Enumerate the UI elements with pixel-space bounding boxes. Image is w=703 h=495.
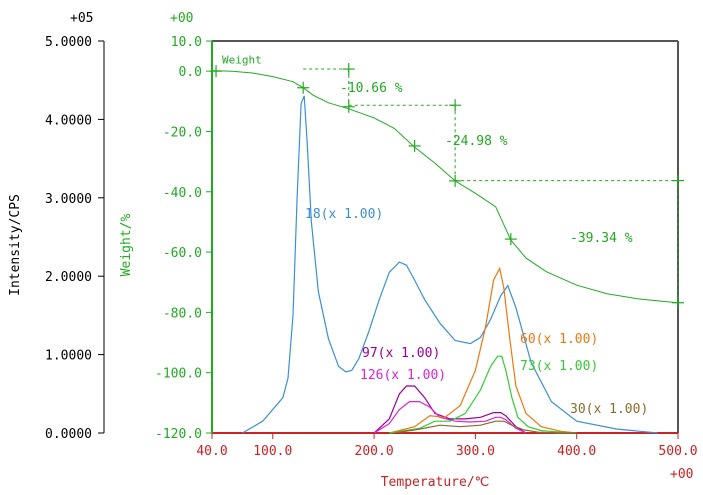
left-tick-label: 1.0000 [45, 349, 92, 364]
x-axis-exponent: +00 [670, 467, 693, 482]
step-label-1: -24.98 % [445, 134, 508, 149]
series-label-4: 73(x 1.00) [520, 359, 598, 374]
step-label-0: -10.66 % [340, 81, 403, 96]
right-tick-label: -100.0 [155, 367, 202, 382]
series-line-2 [373, 401, 527, 434]
series-layer: 18(x 1.00) 97(x 1.00) 126(x 1.00) 60(x 1.00… [242, 95, 658, 434]
plot-frame [103, 40, 679, 434]
left-tick-label: 0.0000 [45, 427, 92, 442]
axis-ticks: 0.0000 1.0000 2.0000 3.0000 4.0000 5.0000 10.0… [45, 35, 698, 459]
right-tick-label: 10.0 [171, 35, 202, 50]
left-axis-exponent: +05 [70, 11, 93, 26]
series-line-4 [389, 355, 577, 434]
x-axis-title: Temperature/℃ [381, 475, 490, 490]
series-label-2: 126(x 1.00) [360, 368, 446, 383]
series-label-3: 60(x 1.00) [520, 332, 598, 347]
right-tick-label: -20.0 [163, 125, 202, 140]
right-tick-label: -80.0 [163, 306, 202, 321]
weight-series-label: Weight [222, 54, 262, 67]
left-tick-label: 4.0000 [45, 113, 92, 128]
right-tick-label: 0.0 [179, 65, 202, 80]
weight-layer: Weight [210, 54, 684, 309]
right-tick-label: -40.0 [163, 186, 202, 201]
x-tick-label: 300.0 [456, 444, 495, 459]
x-tick-label: 200.0 [355, 444, 394, 459]
series-line-0 [242, 95, 658, 434]
x-tick-label: 100.0 [253, 444, 292, 459]
left-tick-label: 3.0000 [45, 192, 92, 207]
series-label-0: 18(x 1.00) [305, 207, 383, 222]
right-axis-title: Weight/% [119, 214, 134, 277]
right-axis-exponent: +00 [170, 11, 193, 26]
labels-layer: -10.66 % -24.98 % -39.34 % [303, 63, 684, 303]
x-tick-label: 500.0 [658, 444, 697, 459]
right-tick-label: -60.0 [163, 246, 202, 261]
step-label-2: -39.34 % [570, 231, 633, 246]
left-tick-label: 2.0000 [45, 270, 92, 285]
left-axis-title: Intensity/CPS [8, 194, 23, 296]
x-tick-label: 40.0 [196, 444, 227, 459]
series-line-1 [373, 385, 527, 434]
series-line-3 [389, 266, 577, 434]
left-tick-label: 5.0000 [45, 35, 92, 50]
series-line-5 [394, 420, 577, 434]
x-tick-label: 400.0 [557, 444, 596, 459]
series-label-1: 97(x 1.00) [362, 346, 440, 361]
series-label-5: 30(x 1.00) [570, 402, 648, 417]
weight-line [211, 70, 679, 304]
right-tick-label: -120.0 [155, 427, 202, 442]
